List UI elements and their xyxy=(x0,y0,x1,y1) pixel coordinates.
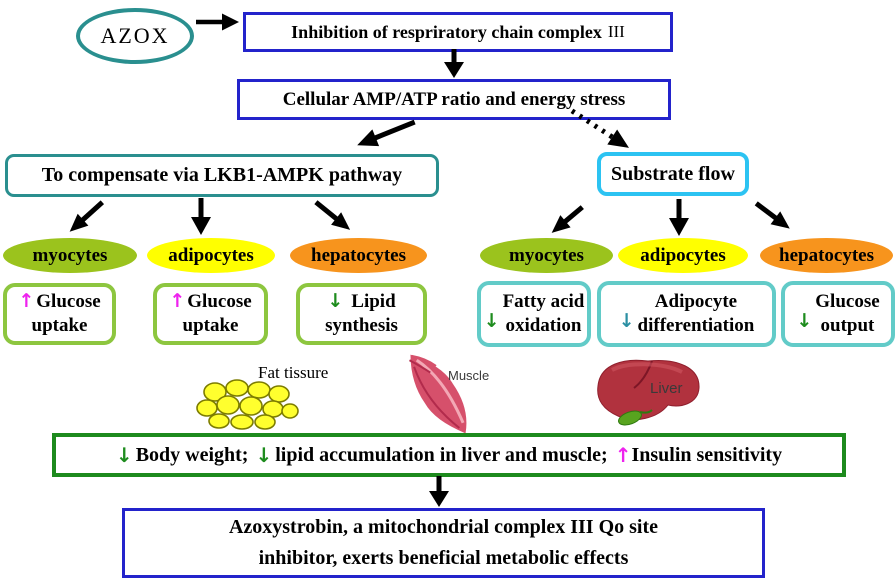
down-arrow-icon: ↓ xyxy=(255,443,273,467)
down-arrow-icon: ↓ xyxy=(115,443,133,467)
liver-label: Liver xyxy=(650,380,683,397)
substrate-flow-box: Substrate flow xyxy=(597,152,749,196)
arrow-lkb1-to-myocytes-icon xyxy=(69,200,105,232)
down-arrow-icon: ↓ xyxy=(483,310,500,333)
azox-label: AZOX xyxy=(100,23,170,48)
fat-tissue-illustration-icon xyxy=(196,379,299,430)
arrow-substrate-to-hepatocytes-icon xyxy=(754,201,790,229)
down-arrow-icon: ↓ xyxy=(327,290,344,313)
substrate-flow-label: Substrate flow xyxy=(611,162,735,185)
adipocyte-differentiation-box: ↓ Adipocyte differentiation xyxy=(597,281,776,347)
effect-line1: Glucose xyxy=(815,291,880,313)
effect-line2: uptake xyxy=(182,315,239,336)
glucose-uptake-box-adipocytes: ↑ Glucose uptake xyxy=(153,283,268,345)
glucose-output-box: ↓ Glucose output xyxy=(781,281,895,347)
arrow-energy-to-substrate-dotted-icon xyxy=(570,108,629,148)
lipid-synthesis-box: ↓ Lipid synthesis xyxy=(296,283,427,345)
effect-line2: output xyxy=(820,315,875,336)
conclusion-line1: Azoxystrobin, a mitochondrial complex II… xyxy=(228,516,659,538)
arrow-lkb1-to-adipocytes-icon xyxy=(191,198,211,235)
arrow-lkb1-to-hepatocytes-icon xyxy=(314,200,351,230)
summary-text: Insulin sensitivity xyxy=(631,443,783,466)
effect-line2: uptake xyxy=(31,315,88,336)
arrow-inhibition-to-energy-icon xyxy=(444,49,464,78)
glucose-uptake-box-myocytes: ↑ Glucose uptake xyxy=(3,283,116,345)
myocytes-label-right: myocytes xyxy=(509,244,584,266)
energy-stress-box: Cellular AMP/ATP ratio and energy stress xyxy=(237,79,671,120)
adipocytes-oval-right: adipocytes xyxy=(618,238,748,273)
summary-text: Body weight; xyxy=(135,443,249,466)
arrow-energy-to-lkb1-icon xyxy=(357,119,416,147)
adipocytes-oval-left: adipocytes xyxy=(147,238,275,273)
fat-tissue-label: Fat tissure xyxy=(258,363,329,382)
liver-illustration-icon xyxy=(597,359,700,426)
summary-segment: ↓ Body weight; xyxy=(116,443,249,467)
effect-line2: synthesis xyxy=(325,315,398,336)
lkb1-pathway-label: To compensate via LKB1-AMPK pathway xyxy=(41,164,403,186)
down-arrow-icon: ↓ xyxy=(796,310,813,333)
arrow-summary-to-conclusion-icon xyxy=(429,476,449,507)
conclusion-line2: inhibitor, exerts beneficial metabolic e… xyxy=(258,547,629,569)
energy-stress-text: Cellular AMP/ATP ratio and energy stress xyxy=(282,88,626,110)
hepatocytes-oval-left: hepatocytes xyxy=(290,238,427,273)
summary-segment: ↓ lipid accumulation in liver and muscle… xyxy=(255,443,607,467)
effect-line1: Fatty acid xyxy=(502,291,585,313)
hepatocytes-label-right: hepatocytes xyxy=(779,244,874,266)
fatty-acid-oxidation-box: ↓ Fatty acid oxidation xyxy=(477,281,591,347)
down-arrow-icon: ↓ xyxy=(618,310,635,333)
hepatocytes-label-left: hepatocytes xyxy=(311,244,406,266)
summary-segment: ↑ Insulin sensitivity xyxy=(615,443,782,467)
myocytes-label-left: myocytes xyxy=(32,244,108,266)
effect-line1: Glucose xyxy=(36,291,101,313)
conclusion-box: Azoxystrobin, a mitochondrial complex II… xyxy=(122,508,765,578)
muscle-label: Muscle xyxy=(448,368,490,383)
inhibition-box: Inhibition of respriratory chain complex… xyxy=(243,12,673,52)
arrow-substrate-to-adipocytes-icon xyxy=(669,199,689,236)
up-arrow-icon: ↑ xyxy=(614,443,632,467)
adipocytes-label-right: adipocytes xyxy=(640,244,726,266)
arrow-azox-to-inhibition-icon xyxy=(196,13,239,31)
complex-iii-numeral: III xyxy=(607,22,625,41)
effect-line1: Adipocyte xyxy=(654,291,738,313)
hepatocytes-oval-right: hepatocytes xyxy=(760,238,893,273)
effect-line2: oxidation xyxy=(505,315,582,336)
up-arrow-icon: ↑ xyxy=(169,290,186,313)
effect-line1: Lipid xyxy=(351,291,396,313)
arrow-substrate-to-myocytes-icon xyxy=(551,205,584,233)
summary-box: ↓ Body weight; ↓ lipid accumulation in l… xyxy=(52,433,846,477)
summary-text: lipid accumulation in liver and muscle; xyxy=(275,443,608,466)
lkb1-pathway-box: To compensate via LKB1-AMPK pathway xyxy=(5,154,439,197)
myocytes-oval-left: myocytes xyxy=(3,238,137,273)
effect-line1: Glucose xyxy=(187,291,252,313)
adipocytes-label-left: adipocytes xyxy=(168,244,254,266)
azox-node: AZOX xyxy=(76,8,194,64)
inhibition-text: Inhibition of respriratory chain complex xyxy=(291,21,602,42)
muscle-illustration-icon xyxy=(409,354,467,434)
myocytes-oval-right: myocytes xyxy=(480,238,613,273)
effect-line2: differentiation xyxy=(637,315,755,336)
up-arrow-icon: ↑ xyxy=(18,290,35,313)
